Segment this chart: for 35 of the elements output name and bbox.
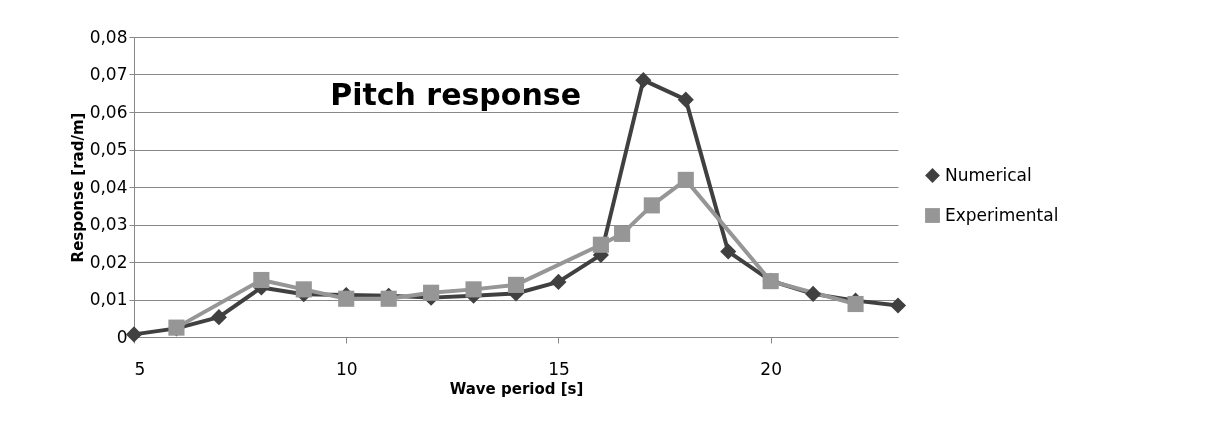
x-tick-label: 15: [548, 358, 570, 379]
text: Pitch response: [330, 77, 581, 112]
point: [125, 326, 143, 343]
point: [643, 197, 660, 214]
point: [295, 281, 312, 298]
point: [889, 297, 907, 314]
y-tick-label: 0,02: [89, 251, 128, 272]
x-axis-title: Wave period [s]: [449, 379, 584, 398]
y-tick-label: 0: [116, 326, 128, 347]
y-tick-label: 0,08: [89, 26, 128, 47]
point: [614, 225, 631, 242]
point: [592, 236, 609, 253]
legend-label: Numerical: [945, 164, 1032, 185]
y-tick-label: 0,07: [89, 64, 128, 84]
point: [677, 91, 694, 108]
point: [677, 171, 694, 188]
y-axis-title: Response [rad/m]: [68, 112, 87, 263]
point: [635, 72, 652, 89]
x-tick-label: 20: [760, 358, 782, 379]
point: [720, 243, 737, 260]
y-tick-label: 0,04: [89, 176, 128, 197]
x-tick-label: 5: [134, 358, 146, 379]
point: [805, 285, 822, 302]
point: [423, 284, 440, 301]
point: [253, 271, 270, 289]
y-tick-label: 0,05: [89, 139, 128, 159]
x-tick-label: 10: [335, 358, 358, 379]
point: [210, 309, 227, 326]
y-tick-label: 0,01: [89, 289, 128, 309]
legend-label: Experimental: [945, 204, 1059, 225]
point: [507, 276, 525, 293]
y-tick-label: 0,06: [89, 101, 128, 122]
y-tick-label: 0,03: [89, 214, 128, 234]
point: [465, 281, 482, 298]
point: [550, 273, 567, 290]
